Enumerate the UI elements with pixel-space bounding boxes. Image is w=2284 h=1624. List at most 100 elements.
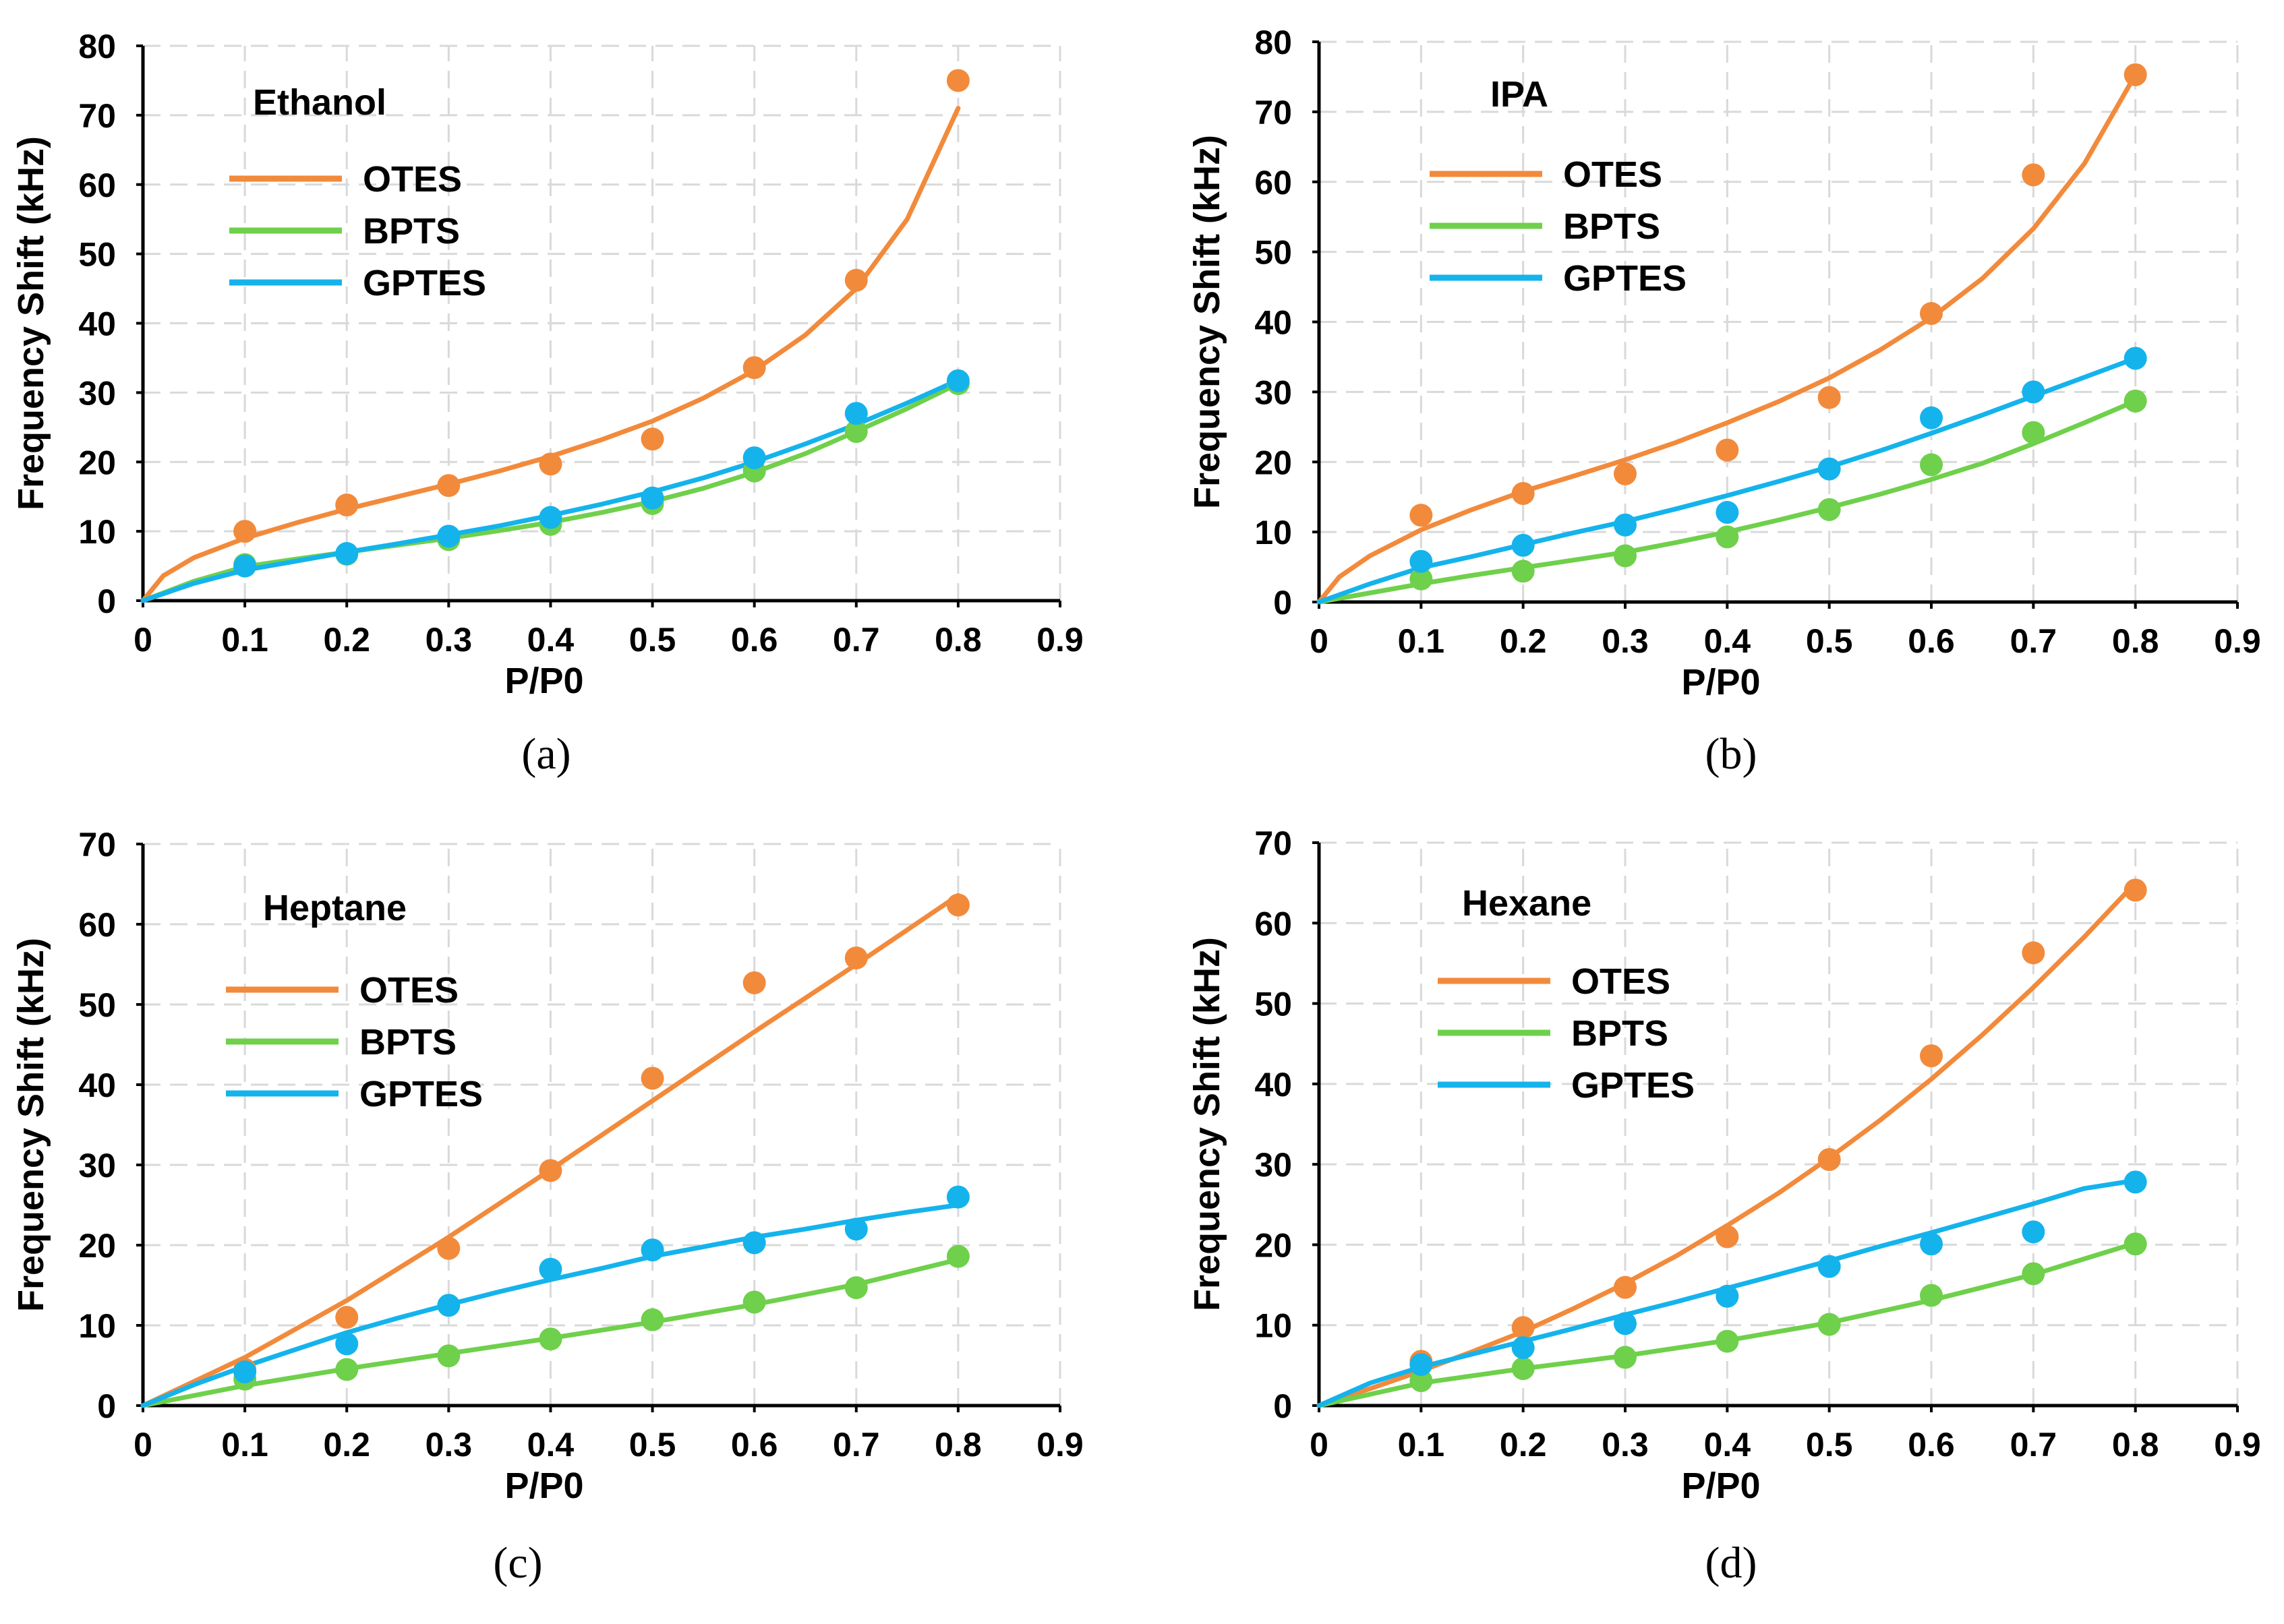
x-tick-label: 0 — [1310, 1426, 1328, 1464]
data-point-bpts — [844, 419, 868, 443]
data-point-gptes — [946, 369, 970, 392]
x-tick-label: 0.3 — [1602, 1426, 1649, 1464]
x-tick-label: 0.2 — [1500, 622, 1547, 660]
data-point-bpts — [2022, 1262, 2045, 1286]
data-point-bpts — [1920, 453, 1943, 477]
x-tick-label: 0.9 — [2214, 622, 2261, 660]
data-point-gptes — [844, 1217, 868, 1241]
legend-label-gptes: GPTES — [1571, 1065, 1695, 1106]
panel-caption: (b) — [1705, 729, 1757, 779]
panel-c: 0 10 20 30 40 50 60 70 0 0.1 0.2 0.3 0.4 0.5 0.6 0.7 0.8… — [11, 826, 1084, 1588]
y-tick-label: 30 — [78, 374, 116, 412]
y-tick-label: 40 — [78, 1066, 116, 1104]
data-point-otes — [1920, 1044, 1943, 1068]
y-axis-label: Frequency Shift (kHz) — [1187, 135, 1227, 509]
data-point-otes — [1511, 1316, 1535, 1340]
data-point-gptes — [641, 486, 664, 510]
x-tick-label: 0.1 — [221, 1426, 268, 1464]
data-point-gptes — [1920, 1232, 1943, 1256]
data-point-otes — [2022, 163, 2045, 187]
data-point-gptes — [1716, 1284, 1739, 1308]
data-point-bpts — [1716, 525, 1739, 549]
y-tick-label: 40 — [78, 305, 116, 343]
data-point-bpts — [539, 1327, 562, 1351]
x-tick-label: 0.5 — [1806, 1426, 1853, 1464]
data-point-otes — [539, 1159, 562, 1182]
data-point-bpts — [335, 1358, 359, 1381]
y-axis-label: Frequency Shift (kHz) — [11, 938, 51, 1312]
y-tick-label: 70 — [78, 97, 116, 135]
data-point-otes — [1817, 1147, 1841, 1171]
x-tick-label: 0.4 — [1704, 622, 1751, 660]
y-tick-label: 60 — [78, 167, 116, 204]
fit-line-gptes — [1316, 356, 2138, 605]
data-point-bpts — [1614, 544, 1637, 568]
data-point-gptes — [335, 542, 359, 566]
data-point-gptes — [844, 402, 868, 425]
y-tick-label: 40 — [1254, 1066, 1292, 1104]
x-tick-label: 0.3 — [1602, 622, 1649, 660]
data-point-otes — [2124, 63, 2147, 86]
data-point-otes — [946, 69, 970, 92]
data-point-gptes — [1817, 1255, 1841, 1278]
x-tick-label: 0.5 — [629, 1426, 676, 1464]
x-tick-label: 0.6 — [731, 621, 778, 659]
y-tick-label: 70 — [1254, 824, 1292, 862]
legend-label-gptes: GPTES — [363, 263, 486, 303]
data-point-gptes — [335, 1332, 359, 1356]
legend-label-bpts: BPTS — [1563, 206, 1660, 247]
x-tick-label: 0.7 — [833, 1426, 880, 1464]
y-tick-label: 10 — [78, 513, 116, 551]
x-axis-label: P/P0 — [504, 661, 583, 701]
chart-title: Heptane — [263, 888, 407, 928]
data-point-otes — [2022, 941, 2045, 965]
data-point-gptes — [437, 1294, 461, 1317]
data-point-bpts — [641, 1308, 664, 1331]
fit-line-otes — [140, 106, 961, 603]
data-point-otes — [1817, 386, 1841, 409]
data-point-bpts — [437, 1344, 461, 1368]
y-axis-label: Frequency Shift (kHz) — [1187, 937, 1227, 1311]
data-point-otes — [844, 268, 868, 292]
panel-a: 0 10 20 30 40 50 60 70 80 0 0.1 0.2 0.3 0.4 0.5 0.6 0.7 0… — [11, 28, 1084, 779]
data-point-otes — [641, 427, 664, 451]
y-tick-label: 40 — [1254, 304, 1292, 342]
data-point-otes — [437, 474, 461, 498]
y-tick-label: 50 — [1254, 234, 1292, 272]
x-tick-label: 0.9 — [1036, 1426, 1084, 1464]
x-tick-label: 0.2 — [1500, 1426, 1547, 1464]
data-point-bpts — [1409, 567, 1433, 591]
x-tick-label: 0.7 — [2010, 622, 2057, 660]
data-point-bpts — [2124, 1232, 2147, 1256]
chart-title: IPA — [1490, 74, 1548, 115]
y-tick-label: 0 — [97, 582, 116, 620]
y-tick-label: 60 — [78, 906, 116, 944]
data-point-otes — [335, 493, 359, 517]
data-point-gptes — [1409, 1353, 1433, 1377]
legend-label-otes: OTES — [359, 970, 459, 1011]
legend-label-bpts: BPTS — [359, 1022, 457, 1062]
panel-caption: (d) — [1705, 1538, 1757, 1588]
data-point-gptes — [641, 1238, 664, 1262]
y-tick-label: 10 — [1254, 514, 1292, 551]
y-tick-label: 0 — [1273, 584, 1292, 622]
data-point-gptes — [437, 524, 461, 548]
panel-b: 0 10 20 30 40 50 60 70 80 0 0.1 0.2 0.3 0.4 0.5 0.6 0.7 0… — [1187, 24, 2261, 779]
x-tick-label: 0.9 — [2214, 1426, 2261, 1464]
data-point-gptes — [233, 1360, 257, 1384]
chart-title: Ethanol — [253, 82, 386, 123]
data-point-otes — [1920, 302, 1943, 326]
data-point-bpts — [1614, 1346, 1637, 1369]
y-tick-label: 60 — [1254, 164, 1292, 202]
x-tick-label: 0 — [134, 621, 152, 659]
data-point-gptes — [2124, 347, 2147, 370]
x-tick-label: 0.6 — [731, 1426, 778, 1464]
data-point-otes — [335, 1306, 359, 1329]
data-point-bpts — [2124, 389, 2147, 413]
data-point-bpts — [946, 1244, 970, 1268]
data-point-bpts — [742, 1290, 766, 1314]
legend-label-gptes: GPTES — [359, 1074, 483, 1114]
y-axis-label: Frequency Shift (kHz) — [11, 136, 51, 510]
data-point-gptes — [742, 446, 766, 470]
